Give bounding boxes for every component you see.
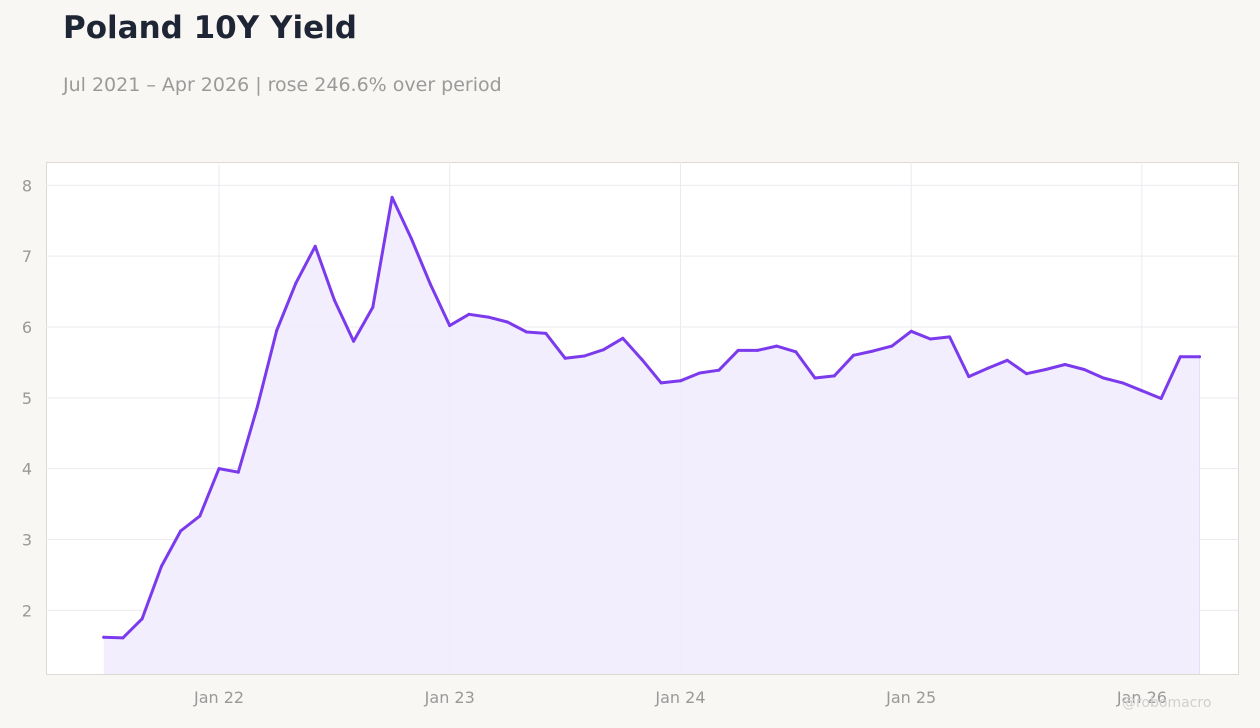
- data-point: [775, 344, 779, 348]
- data-point: [871, 349, 875, 353]
- y-tick-label: 8: [22, 176, 32, 195]
- data-point: [890, 344, 894, 348]
- chart-subtitle: Jul 2021 – Apr 2026 | rose 246.6% over p…: [63, 74, 502, 96]
- data-point: [429, 283, 432, 286]
- data-point: [928, 337, 932, 341]
- data-point: [813, 376, 817, 380]
- data-point: [659, 381, 663, 385]
- data-point: [332, 298, 336, 302]
- x-tick-label: Jan 25: [885, 688, 936, 707]
- data-point: [390, 195, 394, 199]
- data-point: [602, 348, 605, 352]
- data-point: [486, 315, 490, 319]
- x-tick-label: Jan 23: [424, 688, 475, 707]
- y-tick-label: 3: [22, 530, 32, 549]
- data-point: [640, 358, 644, 362]
- x-tick-label: Jan 24: [654, 688, 705, 707]
- data-point: [198, 514, 202, 518]
- series-line: [102, 195, 1201, 640]
- y-tick-label: 4: [22, 460, 32, 479]
- chart-title: Poland 10Y Yield: [63, 10, 357, 46]
- y-axis-ticks: 2 3 4 5 6 7 8: [22, 176, 32, 620]
- data-point: [313, 244, 317, 248]
- data-point: [1178, 355, 1182, 359]
- data-point: [121, 636, 125, 640]
- data-point: [698, 371, 702, 375]
- data-points: [102, 195, 1201, 640]
- data-point: [1082, 368, 1086, 371]
- x-axis-ticks: Jan 22 Jan 23 Jan 24 Jan 25 Jan 26: [193, 688, 1167, 707]
- watermark: @robomacro: [1122, 695, 1212, 711]
- data-point: [275, 329, 279, 332]
- data-point: [755, 348, 759, 352]
- data-point: [1140, 389, 1144, 393]
- area-fill: [103, 197, 1200, 674]
- data-point: [102, 635, 106, 639]
- data-point: [159, 564, 163, 568]
- data-point: [948, 335, 952, 339]
- data-point: [679, 379, 682, 383]
- data-point: [967, 375, 971, 379]
- data-point: [794, 350, 798, 354]
- y-tick-label: 6: [22, 318, 32, 337]
- data-point: [1005, 358, 1009, 362]
- data-point: [1044, 368, 1048, 371]
- data-point: [448, 324, 452, 328]
- data-point: [467, 312, 471, 316]
- data-point: [352, 339, 356, 343]
- data-point: [1159, 397, 1163, 400]
- data-point: [582, 354, 586, 358]
- data-point: [544, 331, 548, 335]
- y-tick-label: 2: [22, 601, 32, 620]
- data-point: [256, 404, 259, 408]
- data-point: [852, 353, 855, 357]
- data-point: [621, 336, 625, 340]
- x-tick-label: Jan 26: [1116, 688, 1167, 707]
- data-point: [1198, 355, 1201, 359]
- data-point: [371, 305, 375, 309]
- data-point: [294, 281, 298, 285]
- data-point: [525, 330, 529, 334]
- x-tick-label: Jan 22: [193, 688, 244, 707]
- data-point: [140, 617, 144, 621]
- data-point: [736, 348, 740, 352]
- y-tick-label: 5: [22, 389, 32, 408]
- data-point: [909, 329, 913, 333]
- data-point: [217, 467, 221, 471]
- data-point: [1025, 372, 1028, 376]
- data-point: [563, 356, 567, 360]
- data-point: [1101, 376, 1105, 380]
- data-point: [832, 374, 836, 378]
- data-point: [1121, 381, 1125, 385]
- data-point: [236, 470, 240, 474]
- data-point: [409, 237, 413, 240]
- data-point: [986, 366, 990, 370]
- data-point: [717, 368, 721, 372]
- y-tick-label: 7: [22, 247, 32, 266]
- data-point: [505, 320, 509, 324]
- data-point: [1063, 363, 1067, 366]
- data-point: [179, 529, 183, 533]
